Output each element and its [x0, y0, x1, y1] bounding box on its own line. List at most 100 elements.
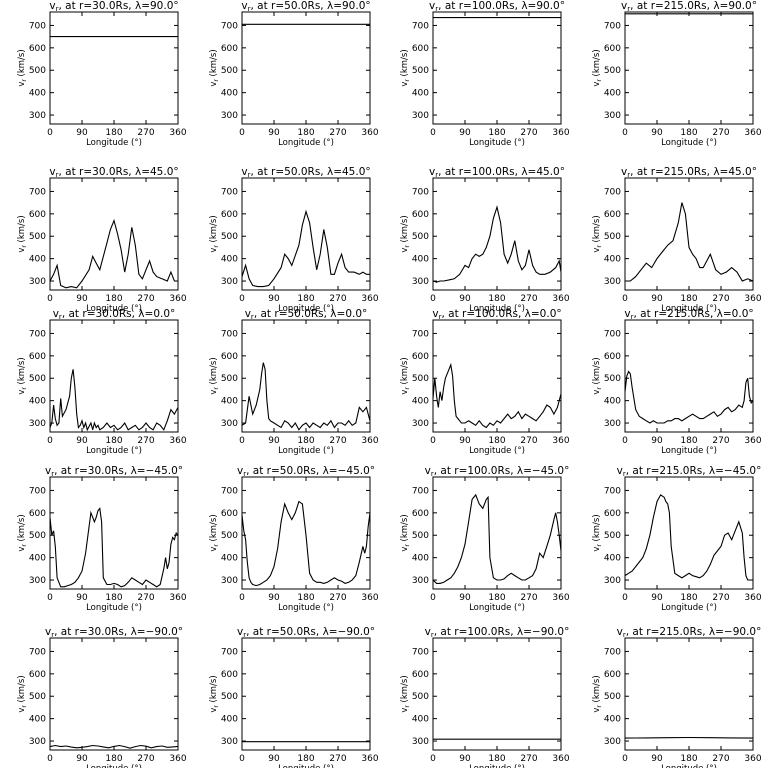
y-tick-label: 400 — [29, 715, 46, 725]
y-tick-label: 400 — [29, 255, 46, 265]
ylabel-sub: r — [213, 79, 220, 82]
y-tick-label: 400 — [221, 255, 238, 265]
plot-frame — [624, 177, 754, 291]
x-axis-label: Longitude (°) — [86, 304, 142, 314]
x-tick-label: 0 — [239, 593, 245, 603]
y-tick-label: 400 — [29, 397, 46, 407]
y-tick-label: 400 — [412, 397, 429, 407]
ylabel-main: v — [400, 82, 410, 87]
y-axis-label: vr (km/s) — [400, 215, 411, 252]
y-tick-label: 600 — [29, 210, 46, 220]
y-tick-label: 400 — [221, 715, 238, 725]
y-tick-label: 600 — [412, 210, 429, 220]
title-main: v — [621, 166, 627, 178]
y-tick-label: 500 — [604, 692, 621, 702]
title-rest: , at r=100.0Rs, λ=45.0° — [438, 166, 565, 178]
chart-panel: vr, at r=30.0Rs, λ=−45.0°0 90 180 270 360300… — [17, 465, 187, 613]
x-tick-label: 270 — [137, 294, 154, 304]
ylabel-sub: r — [404, 245, 411, 248]
ylabel-rest: (km/s) — [400, 675, 410, 705]
chart-title: vr, at r=100.0Rs, λ=90.0° — [429, 0, 565, 13]
ylabel-rest: (km/s) — [592, 357, 602, 387]
series-line — [241, 362, 371, 431]
y-tick-label: 600 — [29, 509, 46, 519]
ylabel-sub: r — [596, 705, 603, 708]
x-axis-label: Longitude (°) — [86, 764, 142, 768]
plot-frame — [49, 11, 179, 125]
title-sub: r — [56, 171, 59, 179]
chart-title: vr, at r=100.0Rs, λ=−90.0° — [425, 626, 570, 639]
y-tick-label: 600 — [412, 670, 429, 680]
y-tick-label: 300 — [604, 737, 621, 747]
y-tick-label: 400 — [604, 397, 621, 407]
x-tick-label: 90 — [651, 754, 663, 764]
y-tick-label: 700 — [604, 647, 621, 657]
x-tick-label: 180 — [488, 436, 505, 446]
x-tick-label: 360 — [361, 436, 378, 446]
ylabel-sub: r — [404, 705, 411, 708]
y-tick-label: 300 — [412, 419, 429, 429]
y-tick-label: 700 — [412, 329, 429, 339]
title-sub: r — [51, 470, 54, 478]
x-tick-label: 180 — [297, 294, 314, 304]
title-main: v — [45, 465, 51, 477]
x-tick-label: 90 — [651, 294, 663, 304]
x-tick-label: 180 — [488, 128, 505, 138]
title-main: v — [425, 465, 431, 477]
chart-title: vr, at r=50.0Rs, λ=45.0° — [241, 166, 370, 179]
title-sub: r — [56, 5, 59, 13]
y-tick-label: 300 — [29, 277, 46, 287]
ylabel-main: v — [17, 390, 27, 395]
ylabel-sub: r — [21, 245, 28, 248]
y-tick-label: 400 — [221, 89, 238, 99]
y-tick-label: 500 — [29, 232, 46, 242]
y-tick-label: 700 — [604, 21, 621, 31]
x-tick-label: 270 — [329, 754, 346, 764]
y-tick-label: 600 — [412, 509, 429, 519]
title-main: v — [432, 308, 438, 320]
y-tick-label: 300 — [412, 111, 429, 121]
ylabel-main: v — [209, 547, 219, 552]
y-axis-label: vr (km/s) — [592, 514, 603, 551]
y-tick-label: 700 — [221, 647, 238, 657]
x-tick-label: 0 — [239, 754, 245, 764]
series-line — [241, 209, 370, 288]
ylabel-main: v — [17, 547, 27, 552]
x-tick-label: 90 — [76, 294, 88, 304]
x-tick-label: 360 — [744, 754, 761, 764]
y-axis-label: vr (km/s) — [592, 357, 603, 394]
x-tick-label: 180 — [105, 294, 122, 304]
x-tick-label: 270 — [137, 436, 154, 446]
x-tick-label: 270 — [712, 593, 729, 603]
x-axis-label: Longitude (°) — [469, 446, 525, 456]
chart-panel: vr, at r=215.0Rs, λ=90.0°0 90 180 270 360300… — [592, 0, 762, 148]
ylabel-main: v — [17, 708, 27, 713]
title-sub: r — [623, 631, 626, 639]
x-tick-label: 180 — [488, 593, 505, 603]
x-tick-label: 0 — [622, 128, 628, 138]
x-tick-label: 180 — [488, 294, 505, 304]
ylabel-rest: (km/s) — [400, 514, 410, 544]
y-tick-label: 400 — [29, 89, 46, 99]
x-axis-label: Longitude (°) — [469, 304, 525, 314]
y-tick-label: 500 — [412, 374, 429, 384]
x-tick-label: 90 — [268, 294, 280, 304]
y-tick-label: 600 — [412, 352, 429, 362]
x-tick-label: 0 — [47, 754, 53, 764]
plot-frame — [432, 476, 562, 590]
y-tick-label: 600 — [221, 509, 238, 519]
series-line — [625, 202, 754, 282]
x-tick-label: 0 — [239, 128, 245, 138]
y-tick-label: 600 — [221, 670, 238, 680]
chart-title: vr, at r=30.0Rs, λ=45.0° — [49, 166, 178, 179]
x-tick-label: 360 — [361, 128, 378, 138]
y-tick-label: 400 — [412, 255, 429, 265]
plot-frame — [241, 637, 371, 751]
x-axis-label: Longitude (°) — [86, 138, 142, 148]
x-axis-label: Longitude (°) — [661, 764, 717, 768]
chart-title: vr, at r=215.0Rs, λ=−90.0° — [617, 626, 762, 639]
y-tick-label: 300 — [221, 737, 238, 747]
chart-title: vr, at r=50.0Rs, λ=−90.0° — [237, 626, 375, 639]
y-tick-label: 600 — [29, 44, 46, 54]
x-tick-label: 0 — [430, 436, 436, 446]
